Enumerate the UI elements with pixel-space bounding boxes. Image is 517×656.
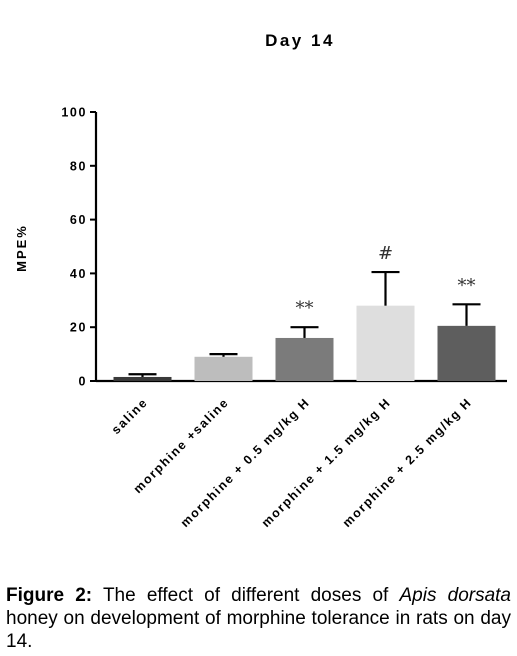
x-tick-label: morphine + 2.5 mg/kg H: [340, 395, 475, 530]
caption-text-before: The effect of different doses of: [92, 585, 400, 606]
caption-text-after: honey on development of morphine toleran…: [6, 608, 511, 652]
y-tick-label: 100: [61, 106, 87, 120]
bar: [113, 376, 172, 381]
bars: ** # **: [113, 243, 496, 381]
y-tick-label: 40: [70, 267, 87, 281]
bar: [437, 325, 496, 381]
bar: [356, 305, 415, 381]
caption-label: Figure 2:: [6, 585, 93, 606]
figure-caption: Figure 2: The effect of different doses …: [6, 584, 511, 653]
y-tick-label: 20: [70, 321, 87, 335]
bar: [275, 337, 334, 381]
significance-marker: **: [458, 275, 476, 296]
x-tick-label: morphine + 1.5 mg/kg H: [259, 395, 394, 530]
caption-species: Apis dorsata: [399, 585, 512, 606]
chart-title: Day 14: [265, 31, 335, 50]
y-axis-label: MPE%: [14, 224, 29, 272]
y-tick-label: 0: [78, 375, 87, 389]
y-tick-label: 60: [70, 213, 87, 227]
y-tick-label: 80: [70, 159, 87, 173]
bar: [194, 356, 253, 381]
x-tick-label: morphine + 0.5 mg/kg H: [178, 395, 313, 530]
significance-marker: #: [378, 243, 393, 264]
significance-marker: **: [296, 298, 314, 319]
x-tick-label: saline: [109, 395, 151, 437]
